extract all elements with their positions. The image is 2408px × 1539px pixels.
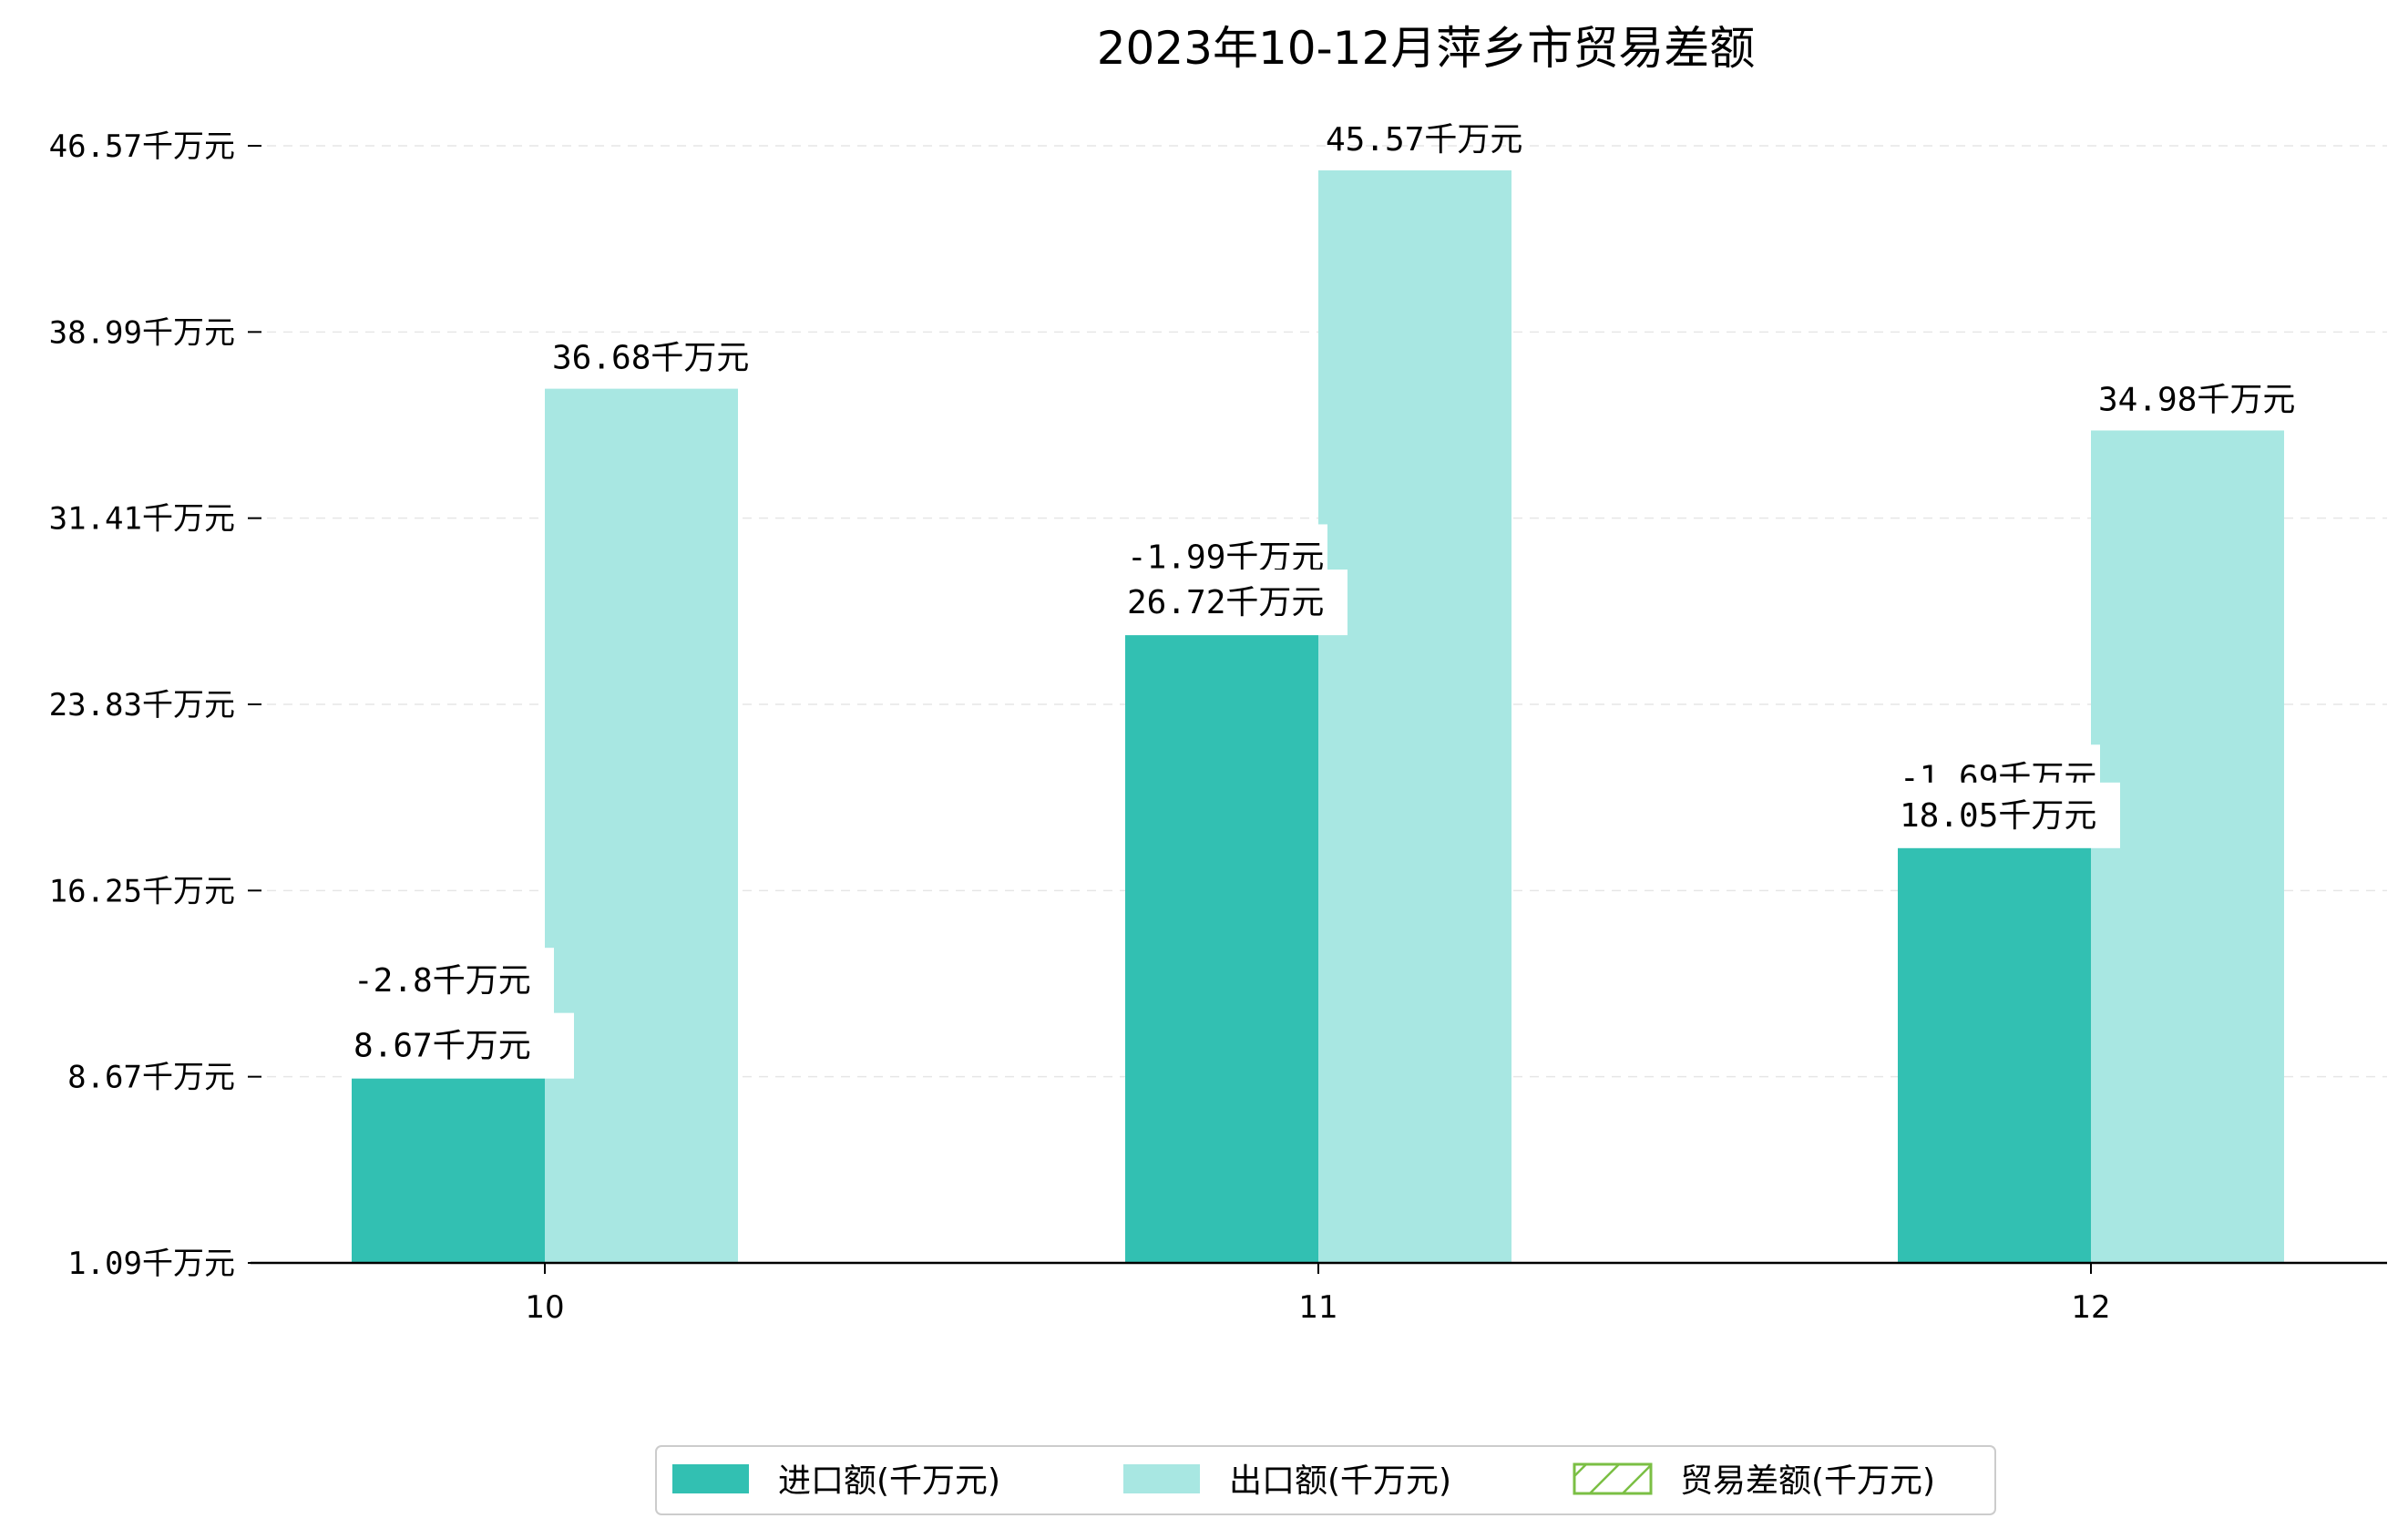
bars (350, 169, 2284, 1264)
legend-export-swatch (1123, 1464, 1200, 1493)
data-label-trade-balance-box (346, 948, 554, 1014)
x-tick-label: 10 (525, 1289, 564, 1326)
legend-trade-balance-swatch (1573, 1462, 1653, 1495)
legend-import-swatch (672, 1464, 749, 1493)
chart-title: 2023年10-12月萍乡市贸易差额 (1097, 22, 1756, 75)
data-label-import: 18.05千万元 (1900, 797, 2096, 835)
bar-import (1125, 633, 1318, 1263)
data-label-trade-balance: -2.8千万元 (354, 962, 531, 1000)
data-labels: 36.68千万元-2.8千万元8.67千万元45.57千万元-1.99千万元26… (346, 121, 2295, 1079)
data-label-export: 36.68千万元 (552, 340, 749, 377)
bar-export (545, 388, 738, 1264)
x-tick-label: 11 (1298, 1289, 1337, 1326)
data-label-import-box (1120, 569, 1347, 636)
data-label-import-box (1892, 782, 2120, 848)
y-tick-label: 8.67千万元 (67, 1060, 235, 1096)
y-tick-label: 1.09千万元 (67, 1246, 235, 1282)
legend: 进口额(千万元) 出口额(千万元) 贸易差额(千万元) (655, 1445, 1996, 1515)
bar-export (2091, 430, 2284, 1263)
y-tick-label: 46.57千万元 (49, 128, 235, 165)
axes: 1.09千万元 8.67千万元 16.25千万元 23.83千万元 31.41千万元 38… (49, 128, 2387, 1326)
y-tick-label: 23.83千万元 (49, 687, 235, 723)
bar-import (352, 1076, 545, 1263)
x-tick-label: 12 (2071, 1289, 2110, 1326)
legend-import-label: 进口额(千万元) (778, 1462, 1000, 1500)
data-label-import-box (346, 1012, 574, 1079)
data-label-import: 26.72千万元 (1127, 584, 1324, 621)
legend-export-label: 出口额(千万元) (1229, 1462, 1451, 1500)
y-tick-label: 38.99千万元 (49, 314, 235, 351)
y-tick-label: 31.41千万元 (49, 501, 235, 538)
bar-import (1898, 846, 2091, 1263)
data-label-export: 34.98千万元 (2098, 381, 2295, 418)
data-label-export: 45.57千万元 (1326, 121, 1522, 159)
y-tick-label: 16.25千万元 (49, 873, 235, 909)
legend-frame (655, 1445, 1996, 1515)
bar-export (1318, 169, 1511, 1263)
legend-trade-balance-label: 贸易差额(千万元) (1680, 1462, 1935, 1500)
data-label-import: 8.67千万元 (354, 1028, 531, 1065)
